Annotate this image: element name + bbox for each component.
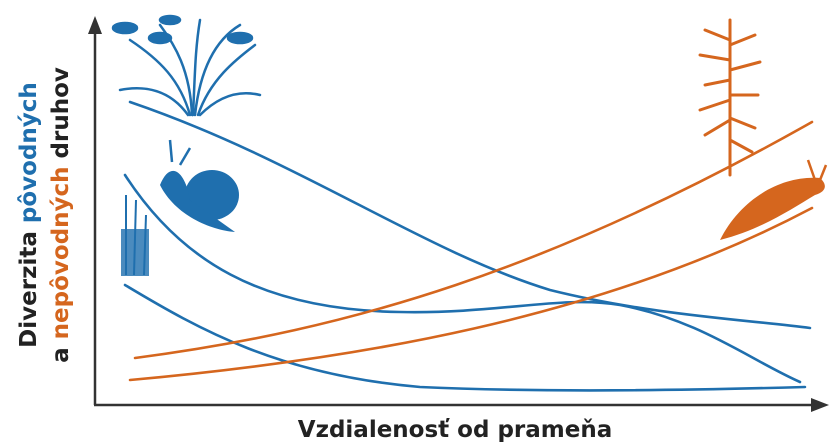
blue-curve	[123, 283, 807, 392]
y-label-1: Diverzita pôvodných	[16, 82, 42, 348]
word: druhov	[48, 67, 74, 158]
x-label: Vzdialenosť od prameňa	[298, 417, 612, 443]
moss-icon	[121, 195, 149, 276]
y-arrow	[88, 16, 102, 34]
axes	[88, 16, 829, 412]
orange-curve	[133, 120, 814, 360]
word: a	[48, 347, 74, 363]
word: nepôvodných	[48, 166, 74, 339]
word: pôvodných	[16, 82, 42, 223]
word: Diverzita	[16, 231, 42, 348]
x-arrow	[811, 398, 829, 412]
y-label-line1: Diverzita pôvodných	[16, 82, 42, 348]
blue-curve	[123, 173, 802, 384]
y-label-line2: a nepôvodných druhov	[48, 67, 74, 363]
snail-icon	[160, 139, 239, 232]
curves	[123, 100, 814, 392]
slug-icon	[720, 159, 828, 240]
orange-curve	[128, 206, 814, 382]
blue-curve	[128, 100, 812, 330]
grass-icon	[111, 14, 262, 117]
y-label-2: a nepôvodných druhov	[48, 67, 74, 363]
reed-icon	[698, 18, 762, 177]
